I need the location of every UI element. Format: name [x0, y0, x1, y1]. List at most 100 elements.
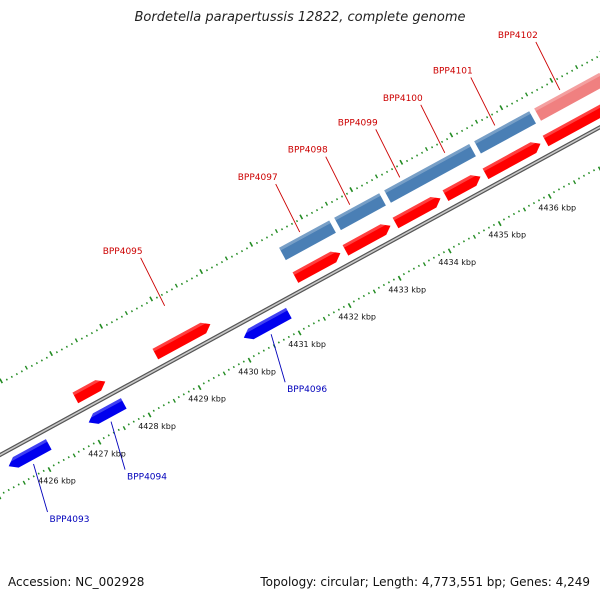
- outer-tick: [491, 113, 494, 116]
- gene-bpp4102-body: [542, 104, 600, 147]
- outer-tick: [190, 277, 193, 280]
- outer-tick: [15, 372, 18, 376]
- inner-tick: [542, 196, 546, 199]
- outer-tick: [55, 351, 58, 354]
- outer-tick: [596, 56, 599, 59]
- inner-tick: [47, 466, 52, 473]
- inner-tick: [267, 346, 270, 350]
- outer-tick: [30, 364, 33, 368]
- gene-bpp4100-shine: [442, 171, 480, 194]
- outer-tick: [215, 263, 219, 266]
- feature-5-shine: [534, 72, 600, 112]
- inner-tick: [477, 232, 480, 235]
- inner-tick: [517, 210, 521, 213]
- scale-label: 4431 kbp: [288, 340, 326, 349]
- inner-tick: [347, 303, 352, 309]
- inner-tick: [262, 349, 265, 352]
- inner-tick: [402, 273, 405, 276]
- outer-tick: [124, 310, 128, 316]
- inner-tick: [462, 240, 465, 243]
- gene-label: BPP4101: [433, 66, 473, 76]
- outer-tick: [170, 288, 173, 291]
- gene-bpp4102-shine: [542, 104, 600, 139]
- outer-tick: [165, 291, 168, 294]
- outer-tick: [90, 331, 93, 335]
- feature-4-body: [474, 111, 536, 154]
- gene-bpp4099: [392, 193, 441, 229]
- map-title: Bordetella parapertussis 12822, complete…: [134, 10, 466, 25]
- inner-tick: [317, 319, 320, 322]
- outer-tick: [521, 96, 524, 100]
- inner-tick: [312, 322, 315, 325]
- gene-track: [5, 104, 600, 468]
- outer-tick: [299, 214, 304, 220]
- gene-unnamed-2-shine: [72, 376, 104, 396]
- gene-bpp4096: [240, 307, 292, 340]
- outer-tick: [496, 110, 499, 113]
- feature-3: [384, 144, 476, 203]
- inner-tick: [592, 169, 596, 172]
- outer-tick: [541, 86, 544, 89]
- inner-tick: [102, 436, 105, 440]
- feature-3-shine: [384, 144, 471, 194]
- outer-tick: [471, 124, 474, 127]
- gene-bpp4096-body: [243, 307, 292, 340]
- inner-tick: [227, 368, 230, 371]
- inner-tick: [132, 420, 135, 423]
- genome-summary-text: Topology: circular; Length: 4,773,551 bp…: [260, 575, 590, 589]
- outer-tick: [506, 105, 509, 108]
- gene-bpp4094: [85, 398, 127, 424]
- inner-tick: [382, 283, 385, 287]
- inner-tick: [432, 256, 435, 259]
- outer-tick: [130, 310, 133, 313]
- inner-tick: [2, 491, 5, 494]
- gene-label: BPP4102: [498, 31, 538, 41]
- outer-tick: [220, 260, 224, 264]
- inner-tick: [22, 480, 26, 485]
- gene-bpp4102: [542, 104, 600, 147]
- inner-tick: [82, 447, 85, 451]
- outer-tick: [270, 233, 274, 236]
- inner-tick: [422, 262, 427, 267]
- inner-tick: [197, 384, 202, 391]
- inner-tick: [357, 297, 360, 300]
- outer-tick: [155, 296, 158, 299]
- inner-tick: [37, 472, 40, 475]
- inner-tick: [212, 376, 215, 380]
- inner-tick: [327, 313, 330, 317]
- outer-tick: [310, 211, 314, 215]
- inner-tick: [397, 275, 402, 281]
- scale-label: 4427 kbp: [88, 449, 126, 458]
- outer-tick: [145, 301, 148, 305]
- outer-tick: [380, 173, 384, 176]
- inner-tick: [532, 201, 536, 205]
- outer-tick: [436, 143, 439, 146]
- gene-bpp4095-body: [152, 322, 211, 360]
- gene-bpp4098-shine: [342, 220, 389, 248]
- outer-tick: [466, 127, 469, 130]
- inner-tick: [492, 223, 495, 227]
- inner-tick: [307, 324, 310, 328]
- feature-5-body: [534, 72, 600, 121]
- gene-label: BPP4100: [383, 94, 423, 104]
- gene-bpp4100-body: [442, 175, 481, 201]
- outer-tick: [160, 293, 163, 296]
- gene-bpp4094-body: [88, 398, 127, 424]
- inner-tick: [187, 390, 190, 393]
- inner-tick: [292, 333, 295, 336]
- outer-tick: [49, 351, 54, 357]
- gene-label: BPP4098: [288, 146, 328, 156]
- inner-tick: [152, 409, 155, 412]
- feature-1: [279, 220, 336, 261]
- inner-tick: [332, 311, 335, 314]
- outer-tick: [591, 58, 594, 61]
- scale-label: 4426 kbp: [38, 477, 76, 486]
- feature-4-shine: [474, 111, 531, 144]
- scale-label: 4430 kbp: [238, 367, 276, 376]
- scale-label: 4432 kbp: [338, 313, 376, 322]
- outer-tick: [556, 77, 559, 81]
- inner-tick: [487, 226, 490, 229]
